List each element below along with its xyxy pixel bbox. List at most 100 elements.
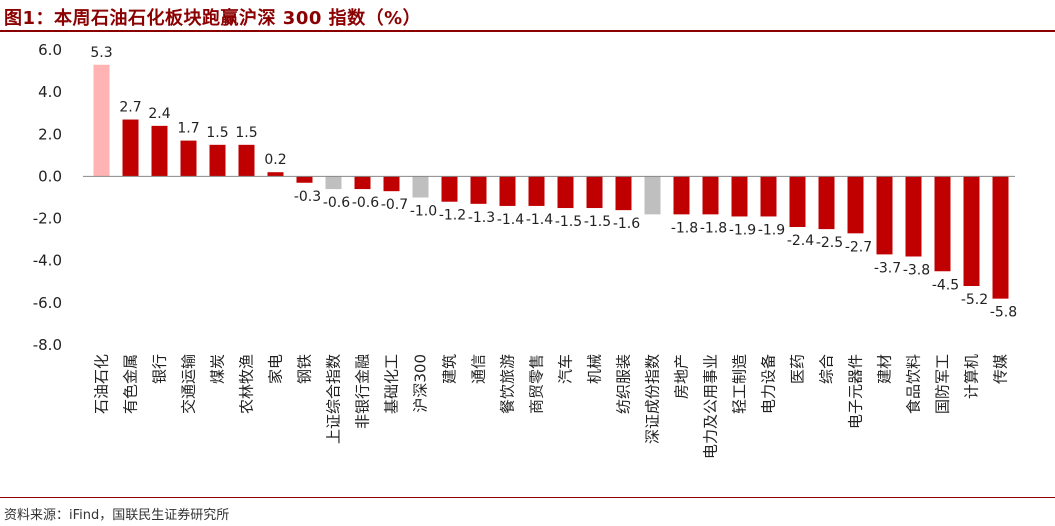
x-category-label: 深证成份指数 bbox=[644, 354, 662, 444]
data-label: -2.5 bbox=[816, 235, 843, 251]
x-category-label: 建材 bbox=[876, 354, 894, 384]
data-label: -1.9 bbox=[729, 222, 756, 238]
bar bbox=[818, 176, 835, 230]
bar bbox=[470, 176, 487, 204]
bar bbox=[238, 144, 255, 177]
x-category-label: 轻工制造 bbox=[731, 354, 749, 414]
data-label: -0.6 bbox=[352, 195, 379, 211]
y-tick-label: 0.0 bbox=[38, 167, 62, 185]
x-category-label: 食品饮料 bbox=[905, 354, 923, 414]
x-category-label: 上证综合指数 bbox=[325, 354, 343, 444]
data-label: -1.4 bbox=[526, 212, 553, 228]
data-label: 2.7 bbox=[119, 100, 141, 116]
x-category-label: 非银行金融 bbox=[354, 354, 372, 429]
data-label: -3.7 bbox=[874, 260, 901, 276]
y-tick-label: 2.0 bbox=[38, 125, 62, 143]
x-category-label: 沪深300 bbox=[412, 354, 430, 413]
data-label: -3.8 bbox=[903, 263, 930, 279]
bar-series bbox=[93, 64, 1009, 299]
data-label: -1.8 bbox=[700, 220, 727, 236]
x-category-label: 家电 bbox=[267, 354, 285, 384]
data-label: -1.4 bbox=[497, 212, 524, 228]
bar bbox=[180, 140, 197, 177]
x-category-label: 机械 bbox=[586, 354, 604, 384]
data-label: -2.7 bbox=[845, 239, 872, 255]
y-tick-label: 4.0 bbox=[38, 83, 62, 101]
data-label: 2.4 bbox=[148, 106, 170, 122]
bar bbox=[760, 176, 777, 217]
bar bbox=[905, 176, 922, 257]
x-category-label: 建筑 bbox=[441, 354, 459, 384]
data-label: -1.0 bbox=[410, 204, 437, 220]
bar bbox=[644, 176, 661, 215]
data-label: -1.9 bbox=[758, 222, 785, 238]
x-category-label: 餐饮旅游 bbox=[499, 354, 517, 414]
bar bbox=[528, 176, 545, 206]
data-label: -1.5 bbox=[584, 214, 611, 230]
title-divider bbox=[0, 30, 1055, 32]
data-labels: 5.32.7 2.41.7 1.5 1.50.2-0.3 -0.6 -0.6 -0.7 -1.… bbox=[90, 45, 1017, 321]
bar-chart: 6.0 4.0 2.0 0.0 -2.0 -4.0 -6.0 -8.0 5.3 2.7 2.4 1.… bbox=[33, 41, 1017, 459]
x-category-label: 石油石化 bbox=[93, 354, 111, 414]
x-category-label: 纺织服装 bbox=[615, 354, 633, 414]
bar bbox=[412, 176, 429, 198]
x-category-label: 通信 bbox=[470, 354, 488, 384]
data-label: 1.5 bbox=[206, 125, 228, 141]
data-label: 1.5 bbox=[235, 125, 257, 141]
bar bbox=[789, 176, 806, 227]
data-label: 1.7 bbox=[177, 121, 199, 137]
x-category-label: 交通运输 bbox=[180, 354, 198, 414]
chart-title: 图1：本周石油石化板块跑赢沪深 300 指数（%） bbox=[4, 8, 422, 29]
bar bbox=[876, 176, 893, 255]
data-label: -1.8 bbox=[671, 220, 698, 236]
y-tick-label: -2.0 bbox=[33, 210, 62, 228]
bar bbox=[702, 176, 719, 215]
y-axis: 6.0 4.0 2.0 0.0 -2.0 -4.0 -6.0 -8.0 bbox=[33, 41, 62, 354]
bar bbox=[992, 176, 1009, 299]
x-category-label: 计算机 bbox=[963, 354, 981, 399]
y-tick-label: -4.0 bbox=[33, 252, 62, 270]
x-category-label: 有色金属 bbox=[122, 354, 140, 414]
data-label: -5.2 bbox=[961, 292, 988, 308]
data-label: -0.6 bbox=[323, 195, 350, 211]
bar bbox=[847, 176, 864, 234]
bar bbox=[325, 176, 342, 190]
x-category-label: 电力设备 bbox=[760, 354, 778, 414]
data-label: 5.3 bbox=[90, 45, 112, 61]
data-label: -1.6 bbox=[613, 216, 640, 232]
data-label: -1.5 bbox=[555, 214, 582, 230]
x-category-label: 商贸零售 bbox=[528, 354, 546, 414]
bar bbox=[557, 176, 574, 209]
x-category-label: 综合 bbox=[818, 354, 836, 384]
bar bbox=[354, 176, 371, 190]
data-label: -4.5 bbox=[932, 277, 959, 293]
x-category-label: 钢铁 bbox=[296, 354, 314, 384]
x-category-label: 农林牧渔 bbox=[238, 354, 256, 414]
data-label: -5.8 bbox=[990, 305, 1017, 321]
bar bbox=[151, 125, 168, 177]
data-label: -2.4 bbox=[787, 233, 814, 249]
x-category-label: 医药 bbox=[789, 354, 807, 384]
y-tick-label: -8.0 bbox=[33, 336, 62, 354]
bar bbox=[731, 176, 748, 217]
data-label: -1.2 bbox=[439, 208, 466, 224]
x-category-label: 电力及公用事业 bbox=[702, 354, 720, 459]
x-category-label: 银行 bbox=[151, 354, 169, 384]
x-axis-labels: 石油石化 有色金属 银行 交通运输 煤炭 农林牧渔 家电 钢铁 上证综合指数 非银行金融 基础化工沪… bbox=[93, 354, 1010, 459]
bar bbox=[615, 176, 632, 211]
x-category-label: 煤炭 bbox=[209, 354, 227, 384]
data-label: -0.7 bbox=[381, 197, 408, 213]
data-label: -1.3 bbox=[468, 210, 495, 226]
x-category-label: 房地产 bbox=[673, 354, 691, 399]
bar bbox=[296, 176, 313, 183]
x-category-label: 电子元器件 bbox=[847, 354, 865, 429]
bar bbox=[209, 144, 226, 177]
bar bbox=[93, 64, 110, 177]
bar bbox=[383, 176, 400, 192]
bar bbox=[673, 176, 690, 215]
y-tick-label: 6.0 bbox=[38, 41, 62, 59]
data-label: -0.3 bbox=[294, 189, 321, 205]
y-tick-label: -6.0 bbox=[33, 294, 62, 312]
source-divider bbox=[0, 497, 1055, 498]
x-category-label: 汽车 bbox=[557, 354, 575, 384]
